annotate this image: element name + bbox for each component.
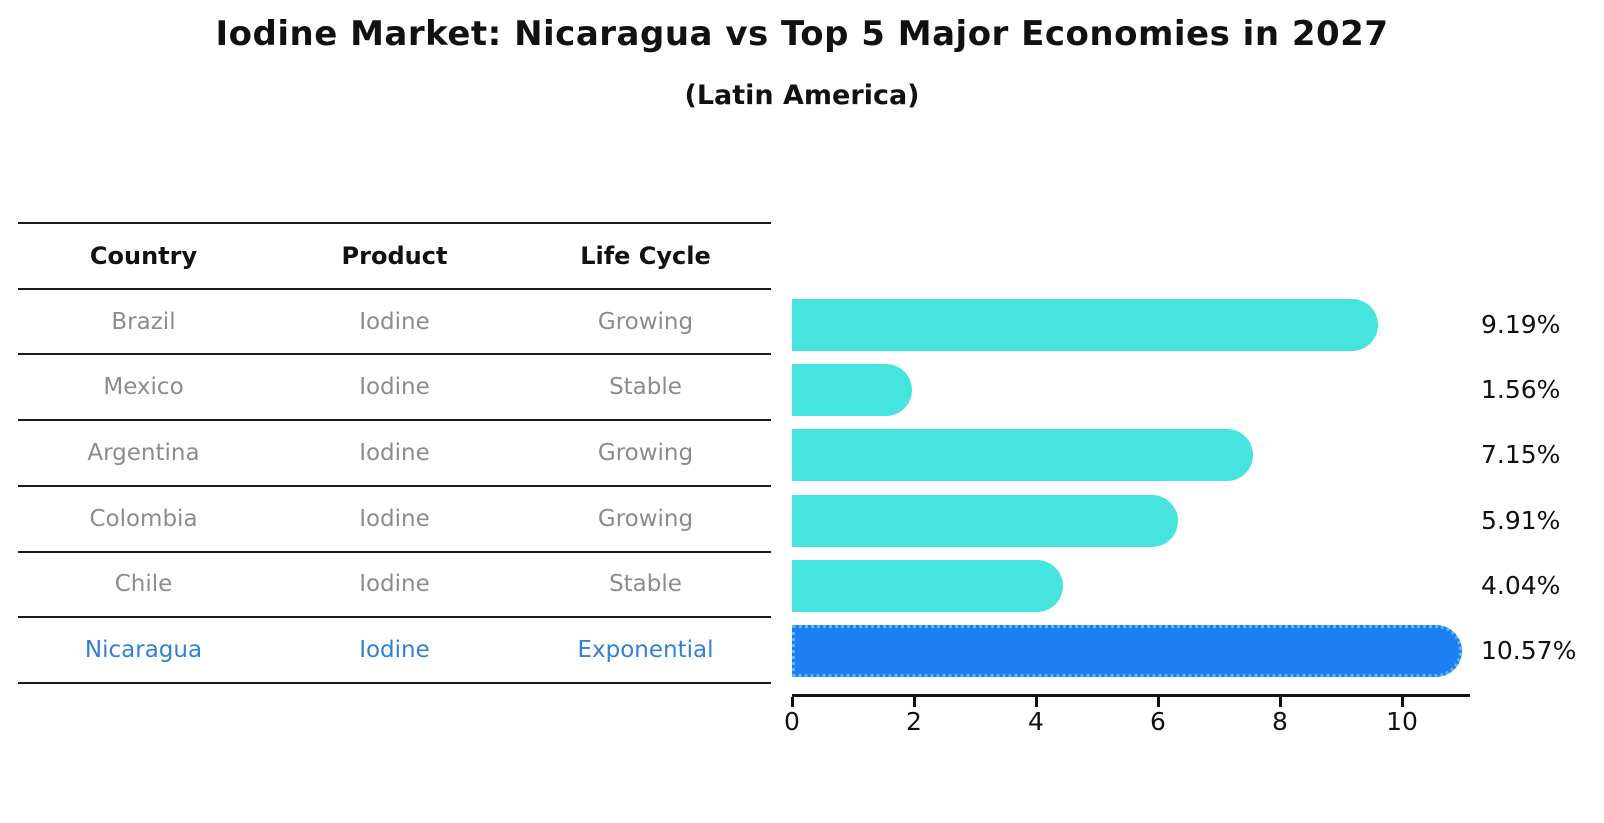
cell-life-cycle: Stable bbox=[609, 571, 682, 598]
x-axis-tick-label: 0 bbox=[784, 707, 800, 736]
data-table: Country Product Life Cycle Brazil Iodine… bbox=[18, 222, 771, 684]
cell-country: Chile bbox=[114, 571, 173, 598]
cell-country: Brazil bbox=[111, 308, 176, 335]
cell-life-cycle: Growing bbox=[597, 440, 694, 467]
bar-argentina bbox=[792, 429, 1254, 482]
cell-product: Iodine bbox=[359, 637, 430, 664]
cell-product: Iodine bbox=[359, 308, 430, 335]
value-label: 1.56% bbox=[1481, 375, 1561, 405]
bar-brazil bbox=[792, 299, 1378, 351]
cell-product: Iodine bbox=[359, 374, 430, 401]
x-axis-tick bbox=[1156, 697, 1160, 707]
x-axis-tick bbox=[912, 697, 916, 707]
table-row-chile: Chile Iodine Stable bbox=[18, 550, 771, 617]
cell-country: Nicaragua bbox=[84, 637, 203, 664]
bar-nicaragua bbox=[792, 625, 1462, 677]
table-header-row: Country Product Life Cycle bbox=[18, 222, 771, 288]
x-axis-tick bbox=[1278, 697, 1282, 707]
x-axis-tick bbox=[1400, 697, 1404, 707]
chart-subtitle: (Latin America) bbox=[684, 80, 920, 111]
table-row-argentina: Argentina Iodine Growing bbox=[18, 419, 771, 485]
cell-product: Iodine bbox=[359, 440, 430, 467]
value-label: 7.15% bbox=[1481, 440, 1561, 470]
x-axis-tick-label: 10 bbox=[1386, 707, 1418, 736]
column-header-life-cycle: Life Cycle bbox=[580, 241, 711, 270]
table-row-nicaragua: Nicaragua Iodine Exponential bbox=[18, 616, 771, 682]
value-label: 10.57% bbox=[1481, 636, 1577, 665]
x-axis-tick bbox=[1034, 697, 1038, 707]
bar-chile bbox=[792, 559, 1064, 612]
x-axis-tick-label: 8 bbox=[1272, 707, 1288, 736]
cell-product: Iodine bbox=[359, 505, 430, 532]
value-label: 5.91% bbox=[1481, 505, 1561, 535]
table-row-brazil: Brazil Iodine Growing bbox=[18, 287, 771, 354]
value-label: 9.19% bbox=[1481, 310, 1561, 339]
column-header-product: Product bbox=[341, 241, 448, 270]
x-axis-tick-label: 4 bbox=[1028, 707, 1044, 736]
x-axis-line bbox=[792, 694, 1470, 697]
cell-country: Colombia bbox=[89, 505, 198, 532]
x-axis-tick-label: 6 bbox=[1150, 707, 1166, 736]
table-row-colombia: Colombia Iodine Growing bbox=[18, 484, 771, 551]
value-label: 4.04% bbox=[1481, 570, 1561, 600]
bar-colombia bbox=[792, 494, 1178, 547]
cell-product: Iodine bbox=[359, 571, 430, 598]
chart-title: Iodine Market: Nicaragua vs Top 5 Major … bbox=[215, 14, 1389, 54]
cell-life-cycle: Exponential bbox=[577, 637, 714, 664]
x-axis-tick bbox=[790, 697, 794, 707]
cell-life-cycle: Growing bbox=[597, 505, 694, 532]
cell-life-cycle: Stable bbox=[609, 374, 682, 401]
x-axis-tick-label: 2 bbox=[906, 707, 922, 736]
cell-life-cycle: Growing bbox=[597, 308, 694, 335]
cell-country: Mexico bbox=[103, 374, 184, 401]
cell-country: Argentina bbox=[87, 440, 200, 467]
column-header-country: Country bbox=[89, 241, 198, 270]
bar-mexico bbox=[792, 364, 913, 417]
table-row-mexico: Mexico Iodine Stable bbox=[18, 353, 771, 419]
